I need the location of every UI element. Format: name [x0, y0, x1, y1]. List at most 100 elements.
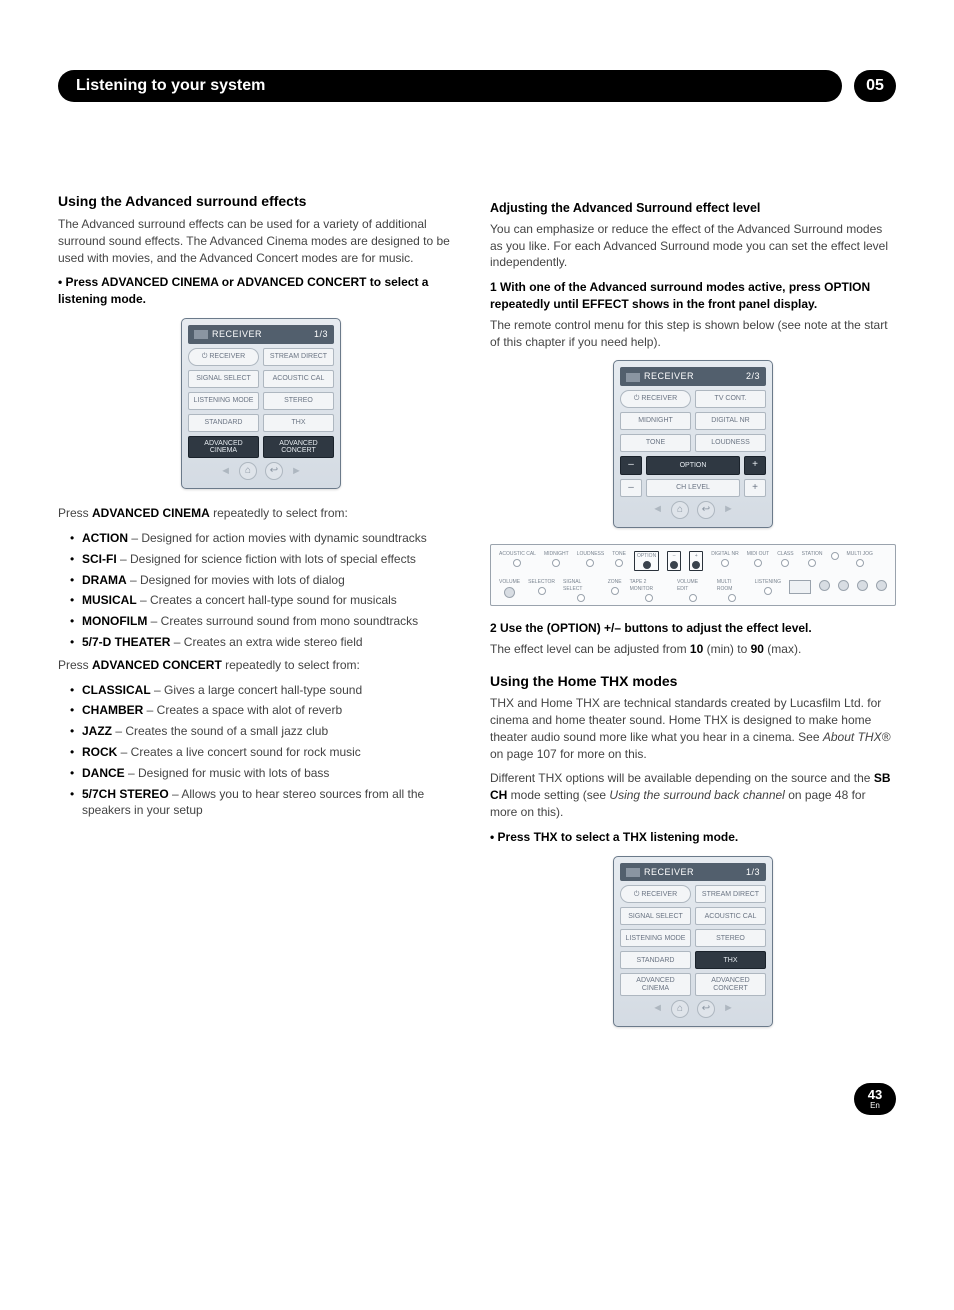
panel-control: + — [689, 551, 703, 571]
adjusting-intro: You can emphasize or reduce the effect o… — [490, 221, 896, 271]
arrow-left-icon: ◄ — [652, 502, 663, 517]
text: Different THX options will be available … — [490, 771, 874, 785]
adj-step-1: 1 With one of the Advanced surround mode… — [490, 279, 896, 313]
page-number: 43 — [868, 1088, 882, 1101]
chapter-number: 05 — [854, 70, 896, 102]
mode-desc: – Designed for action movies with dynami… — [128, 531, 427, 545]
remote-button: THX — [263, 414, 334, 432]
panel-control: VOLUME — [499, 579, 520, 598]
remote-button: TV CONT. — [695, 390, 766, 408]
list-item: DANCE – Designed for music with lots of … — [72, 765, 464, 782]
text-bold: 10 — [690, 642, 703, 656]
remote-nav-row: ◄⌂↩► — [620, 501, 766, 519]
remote-row: STANDARDTHX — [188, 414, 334, 432]
mode-desc: – Creates a concert hall-type sound for … — [137, 593, 397, 607]
remote-row: MIDNIGHTDIGITAL NR — [620, 412, 766, 430]
panel-control — [789, 579, 811, 594]
panel-control: CLASS — [777, 551, 793, 567]
mode-desc: – Creates a space with alot of reverb — [143, 703, 342, 717]
remote-row: ⏻ RECEIVERTV CONT. — [620, 390, 766, 408]
remote-row: TONELOUDNESS — [620, 434, 766, 452]
mode-desc: – Creates a live concert sound for rock … — [117, 745, 360, 759]
panel-control — [838, 579, 849, 591]
panel-control: LISTENING — [755, 579, 781, 595]
remote-button: STREAM DIRECT — [263, 348, 334, 366]
remote-button: CH LEVEL — [646, 479, 740, 498]
mode-desc: – Creates an extra wide stereo field — [170, 635, 362, 649]
remote-button: MIDNIGHT — [620, 412, 691, 430]
panel-top-row: ACOUSTIC CALMIDNIGHTLOUDNESSTONEOPTION–+… — [499, 551, 887, 575]
remote-button: OPTION — [646, 456, 740, 475]
return-icon: ↩ — [697, 1000, 715, 1018]
remote-button: – — [620, 456, 642, 475]
mode-name: CHAMBER — [82, 703, 143, 717]
list-item: SCI-FI – Designed for science fiction wi… — [72, 551, 464, 568]
remote-button: ACOUSTIC CAL — [263, 370, 334, 388]
remote-button: + — [744, 456, 766, 475]
remote-button: LISTENING MODE — [620, 929, 691, 947]
list-item: MONOFILM – Creates surround sound from m… — [72, 613, 464, 630]
list-item: JAZZ – Creates the sound of a small jazz… — [72, 723, 464, 740]
remote-button: DIGITAL NR — [695, 412, 766, 430]
home-icon: ⌂ — [671, 501, 689, 519]
mode-name: MONOFILM — [82, 614, 147, 628]
list-item: MUSICAL – Creates a concert hall-type so… — [72, 592, 464, 609]
remote-row: –OPTION+ — [620, 456, 766, 475]
remote-button: + — [744, 479, 766, 498]
panel-control — [831, 551, 839, 560]
mode-name: 5/7-D THEATER — [82, 635, 170, 649]
left-column: Using the Advanced surround effects The … — [58, 192, 464, 1043]
remote-diagram-2: RECEIVER2/3 ⏻ RECEIVERTV CONT. MIDNIGHTDIG… — [613, 360, 773, 528]
remote-row: LISTENING MODESTEREO — [620, 929, 766, 947]
remote-button: ADVANCED CONCERT — [263, 436, 334, 459]
text-italic: About THX® — [823, 730, 891, 744]
panel-control — [876, 579, 887, 591]
mode-desc: – Designed for movies with lots of dialo… — [127, 573, 345, 587]
right-column: Adjusting the Advanced Surround effect l… — [490, 192, 896, 1043]
panel-control: MULTI JOG — [847, 551, 873, 567]
mode-name: 5/7CH STEREO — [82, 787, 169, 801]
front-panel-diagram: ACOUSTIC CALMIDNIGHTLOUDNESSTONEOPTION–+… — [490, 544, 896, 606]
chapter-title: Listening to your system — [58, 70, 842, 102]
panel-control — [857, 579, 868, 591]
panel-control: SIGNAL SELECT — [563, 579, 600, 602]
remote-button: SIGNAL SELECT — [620, 907, 691, 925]
arrow-left-icon: ◄ — [652, 1001, 663, 1016]
panel-bottom-row: VOLUMESELECTORSIGNAL SELECTZONETAPE 2 MO… — [499, 579, 887, 603]
panel-control: DIGITAL NR — [711, 551, 739, 567]
remote-button: LISTENING MODE — [188, 392, 259, 410]
text: on page 107 for more on this. — [490, 747, 647, 761]
remote-row: –CH LEVEL+ — [620, 479, 766, 498]
home-icon: ⌂ — [671, 1000, 689, 1018]
remote-row: ADVANCED CINEMAADVANCED CONCERT — [620, 973, 766, 996]
page-lang: En — [870, 1102, 880, 1110]
remote-button: STEREO — [695, 929, 766, 947]
remote-title-bar: RECEIVER2/3 — [620, 367, 766, 386]
mode-desc: – Gives a large concert hall-type sound — [151, 683, 362, 697]
text: repeatedly to select from: — [222, 658, 360, 672]
remote-button: ADVANCED CINEMA — [188, 436, 259, 459]
remote-row: LISTENING MODESTEREO — [188, 392, 334, 410]
remote-button: STANDARD — [188, 414, 259, 432]
remote-button: STEREO — [263, 392, 334, 410]
panel-control: STATION — [802, 551, 823, 567]
mode-desc: – Creates the sound of a small jazz club — [112, 724, 328, 738]
chapter-header: Listening to your system 05 — [58, 70, 896, 102]
list-item: ACTION – Designed for action movies with… — [72, 530, 464, 547]
thx-step: • Press THX to select a THX listening mo… — [490, 829, 896, 846]
remote-row: ADVANCED CINEMAADVANCED CONCERT — [188, 436, 334, 459]
panel-control: TAPE 2 MONITOR — [630, 579, 669, 602]
section-home-thx: Using the Home THX modes — [490, 672, 896, 692]
adj-step-1-body: The remote control menu for this step is… — [490, 317, 896, 351]
remote-button: SIGNAL SELECT — [188, 370, 259, 388]
remote-diagram-3: RECEIVER1/3⏻ RECEIVERSTREAM DIRECTSIGNAL… — [613, 856, 773, 1027]
thx-body-1: THX and Home THX are technical standards… — [490, 695, 896, 762]
remote-button: ACOUSTIC CAL — [695, 907, 766, 925]
text: mode setting (see — [507, 788, 609, 802]
mode-name: ROCK — [82, 745, 117, 759]
remote-nav-row: ◄⌂↩► — [620, 1000, 766, 1018]
text: The effect level can be adjusted from — [490, 642, 690, 656]
panel-control: SELECTOR — [528, 579, 555, 595]
list-item: ROCK – Creates a live concert sound for … — [72, 744, 464, 761]
remote-button: – — [620, 479, 642, 498]
